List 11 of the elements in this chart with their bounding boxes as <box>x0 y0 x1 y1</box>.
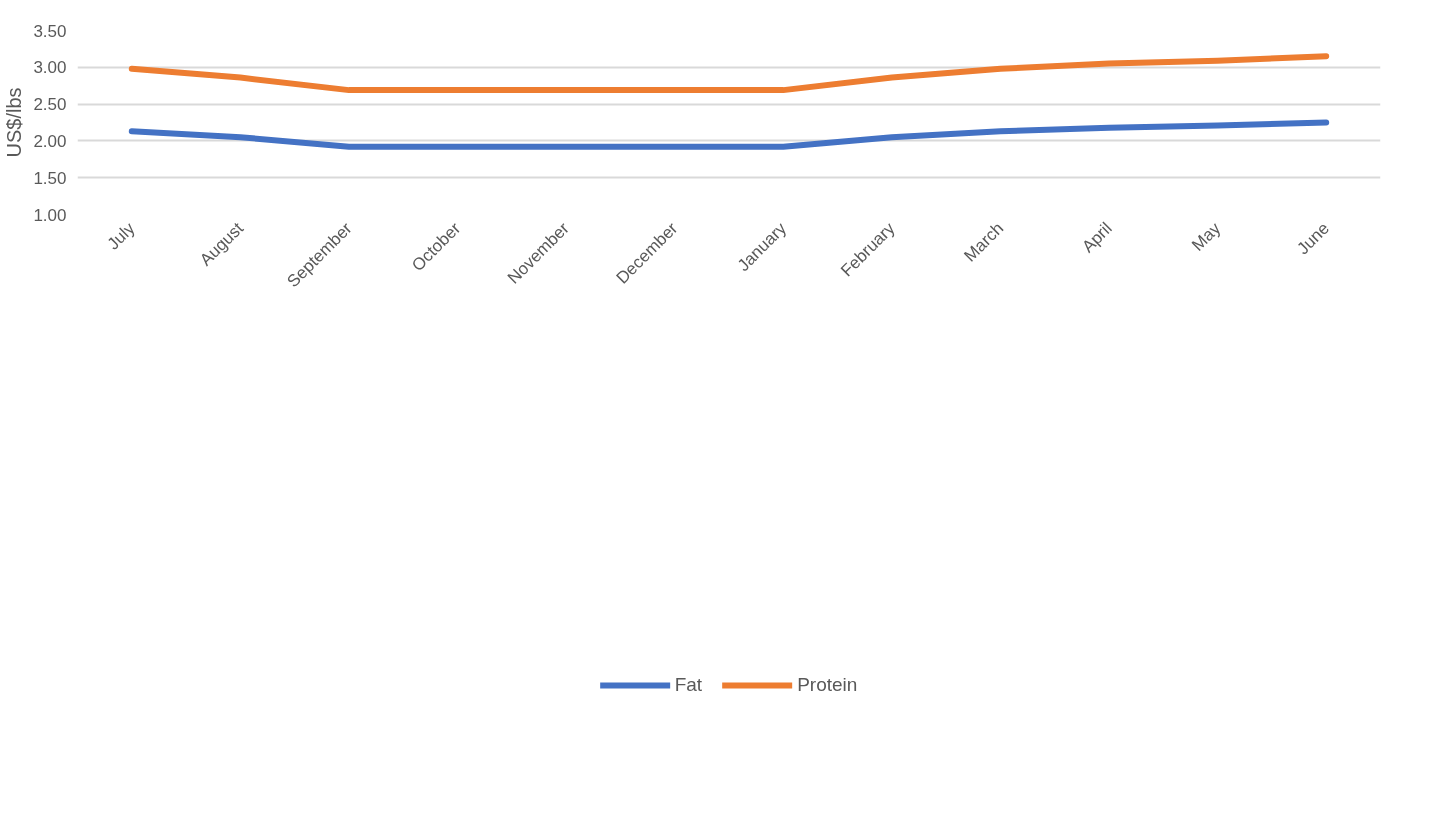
legend-label: Protein <box>797 673 858 696</box>
y-tick-label: 3.00 <box>33 58 67 78</box>
legend-label: Fat <box>674 673 703 696</box>
y-tick-label: 1.50 <box>33 168 67 188</box>
x-tick-label: July <box>103 218 139 254</box>
y-tick-label: 2.00 <box>33 131 67 151</box>
y-tick-label: 2.50 <box>33 95 67 115</box>
x-tick-label: May <box>1188 218 1225 255</box>
y-tick-label: 1.00 <box>33 205 67 225</box>
y-axis-title: US$/lbs <box>3 87 26 158</box>
y-tick-label: 3.50 <box>33 21 67 41</box>
